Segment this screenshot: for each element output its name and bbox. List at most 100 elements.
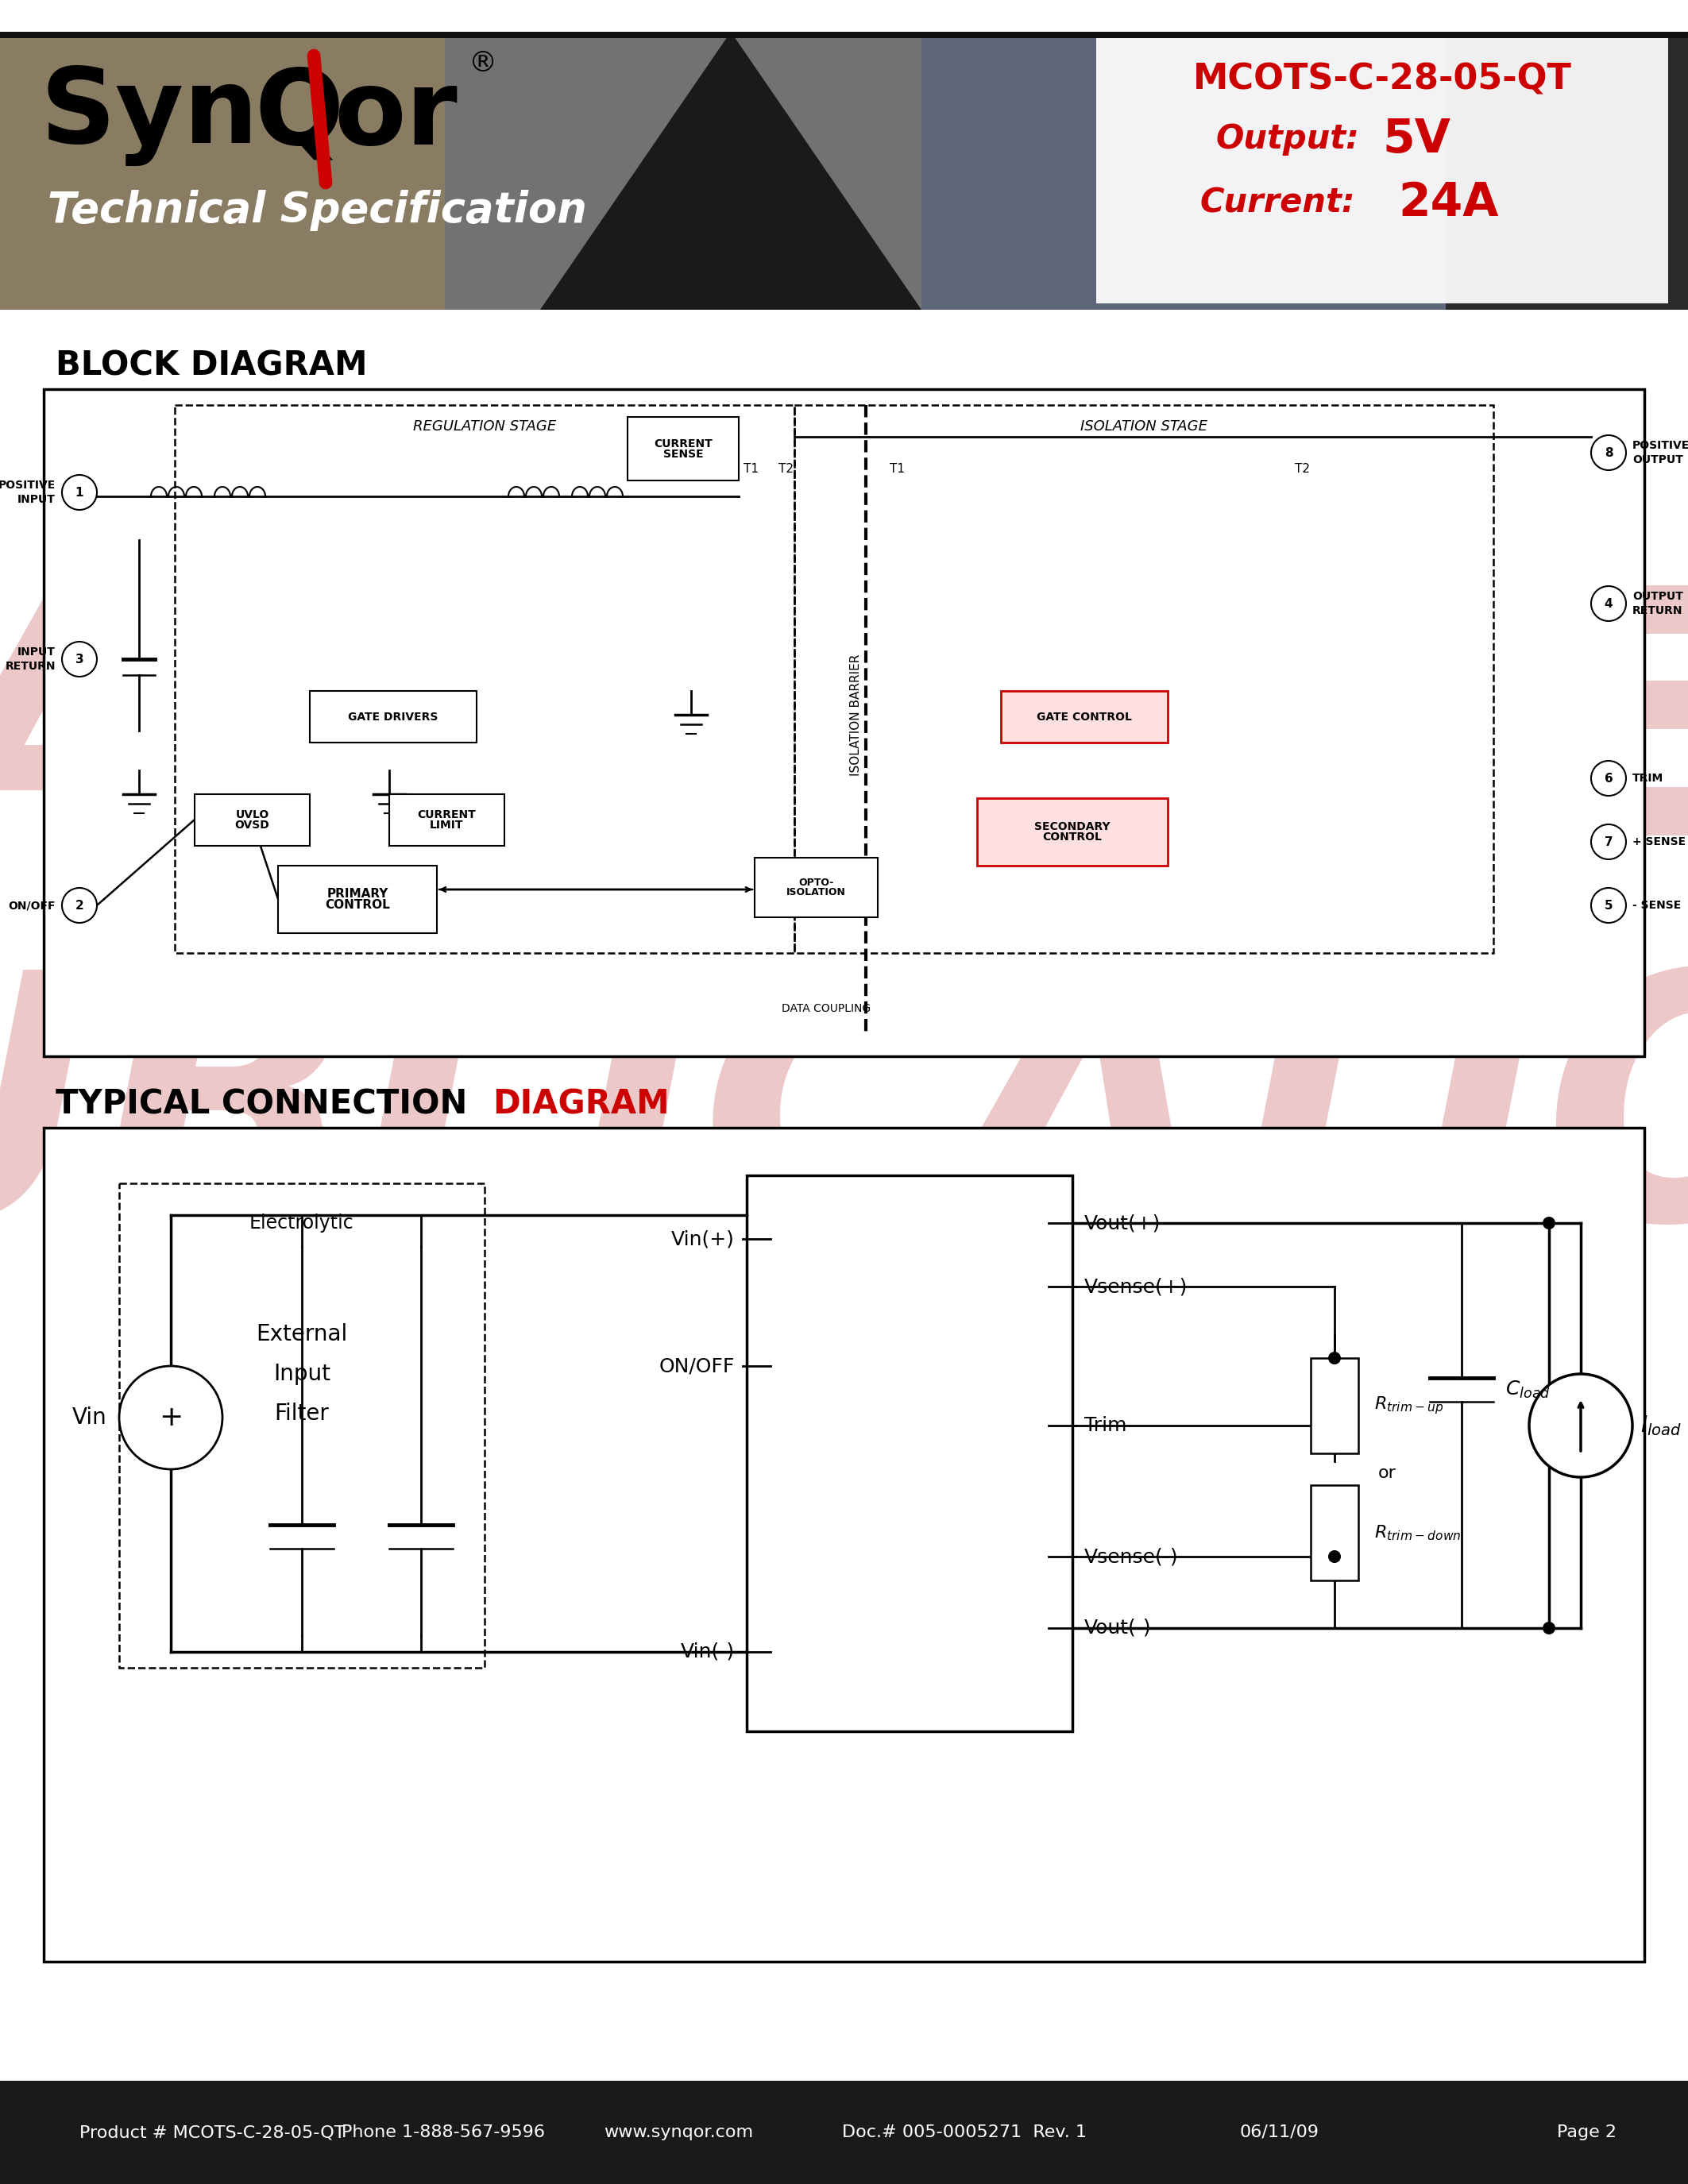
Bar [1001,690,1168,743]
Bar [44,389,1644,1057]
Text: Product # MCOTS-C-28-05-QT: Product # MCOTS-C-28-05-QT [79,2125,344,2140]
Text: + SENSE: + SENSE [1632,836,1686,847]
Text: Doc.# 005-0005271  Rev. 1: Doc.# 005-0005271 Rev. 1 [842,2125,1087,2140]
Text: CONTROL: CONTROL [1043,832,1102,843]
Text: Input: Input [273,1363,331,1385]
Circle shape [1328,1551,1340,1564]
Bar [1310,1358,1359,1452]
Text: ISOLATION STAGE: ISOLATION STAGE [1080,419,1207,435]
Text: Vout(-): Vout(-) [1084,1618,1151,1638]
Text: PRIMARY: PRIMARY [327,889,388,900]
Text: POSITIVE: POSITIVE [1632,439,1688,452]
Bar [0,2081,1688,2184]
Text: ®: ® [469,50,498,76]
Bar [1096,37,1668,304]
Text: 06/11/09: 06/11/09 [1239,2125,1318,2140]
Text: RETURN: RETURN [1632,605,1683,616]
Bar [755,858,878,917]
Text: MCOTS-C-28-05-QT: MCOTS-C-28-05-QT [1193,63,1572,96]
Text: Output:: Output: [1215,122,1359,155]
Text: DIAGRAM: DIAGRAM [493,1088,670,1120]
Bar [0,0,1688,33]
Text: Vout(+): Vout(+) [1084,1214,1161,1232]
Text: Filter: Filter [275,1402,329,1424]
Circle shape [1529,1374,1632,1476]
Text: UVLO: UVLO [235,810,268,821]
Bar [922,33,1445,310]
Text: INPUT: INPUT [17,494,56,505]
Circle shape [1592,435,1626,470]
Text: Current:: Current: [1200,186,1355,218]
Text: 4: 4 [1604,598,1612,609]
Text: ON/OFF: ON/OFF [8,900,56,911]
Bar [977,797,1168,865]
Text: 7: 7 [1604,836,1612,847]
Circle shape [1543,1216,1555,1230]
Bar [1310,1485,1359,1581]
Text: CURRENT: CURRENT [417,810,476,821]
Text: DATA COUPLING: DATA COUPLING [782,1002,871,1013]
Text: CONTROL: CONTROL [326,900,390,911]
Text: Q: Q [255,66,343,166]
Circle shape [1592,823,1626,858]
Text: $R_{trim-up}$: $R_{trim-up}$ [1374,1396,1443,1417]
Text: OUTPUT: OUTPUT [1632,454,1683,465]
Text: T2: T2 [778,463,793,474]
Bar [0,33,1688,310]
Text: or: or [1377,1465,1396,1481]
Circle shape [62,889,96,924]
Text: or: or [334,66,457,166]
Text: BLOCK DIAGRAM: BLOCK DIAGRAM [56,349,368,382]
Text: GATE DRIVERS: GATE DRIVERS [348,712,439,723]
Text: Trim: Trim [1084,1415,1128,1435]
Text: SENSE: SENSE [663,448,704,459]
Text: 8: 8 [1604,448,1612,459]
Text: ISOLATION: ISOLATION [787,887,846,898]
Text: Technical Specification: Technical Specification [47,190,587,232]
Text: POSITIVE: POSITIVE [0,480,56,491]
Text: 2: 2 [76,900,84,911]
Text: INPUT: INPUT [17,646,56,657]
Bar [194,795,311,845]
Text: SECONDARY: SECONDARY [1035,821,1111,832]
Bar [628,417,739,480]
Text: LIMIT: LIMIT [430,819,464,830]
Bar [746,1175,1072,1732]
Bar [390,795,505,845]
Text: 24A: 24A [1398,179,1499,225]
Text: 1: 1 [76,487,84,498]
Text: Vin: Vin [73,1406,108,1428]
Text: T2: T2 [1295,463,1310,474]
Text: REGULATION STAGE: REGULATION STAGE [414,419,555,435]
Text: OPTO-: OPTO- [798,878,834,889]
Text: RETURN: RETURN [5,662,56,673]
Text: Syn: Syn [41,66,258,166]
Bar [0,33,446,310]
Bar [176,404,795,952]
Text: $R_{trim-down}$: $R_{trim-down}$ [1374,1524,1462,1542]
Circle shape [1592,760,1626,795]
Circle shape [1328,1352,1340,1365]
Text: www.synqor.com: www.synqor.com [604,2125,753,2140]
Bar [120,1184,484,1669]
Circle shape [62,474,96,509]
Text: 6: 6 [1604,773,1612,784]
Text: 5V: 5V [1382,116,1450,162]
Circle shape [1592,585,1626,620]
Text: T1: T1 [743,463,758,474]
Bar [446,33,922,310]
Text: TRIM: TRIM [1632,773,1664,784]
Text: Phone 1-888-567-9596: Phone 1-888-567-9596 [341,2125,545,2140]
Text: Vin(-): Vin(-) [680,1642,734,1662]
Text: - SENSE: - SENSE [1632,900,1681,911]
Text: 5: 5 [1604,900,1612,911]
Bar [311,690,476,743]
Text: ISOLATION BARRIER: ISOLATION BARRIER [851,653,863,775]
Circle shape [1592,889,1626,924]
Text: TYPICAL CONNECTION: TYPICAL CONNECTION [56,1088,479,1120]
Text: CURRENT: CURRENT [653,439,712,450]
Text: T1: T1 [890,463,905,474]
Text: +: + [159,1404,182,1431]
Text: Electrolytic: Electrolytic [250,1214,354,1232]
Text: OUTPUT: OUTPUT [1632,592,1683,603]
